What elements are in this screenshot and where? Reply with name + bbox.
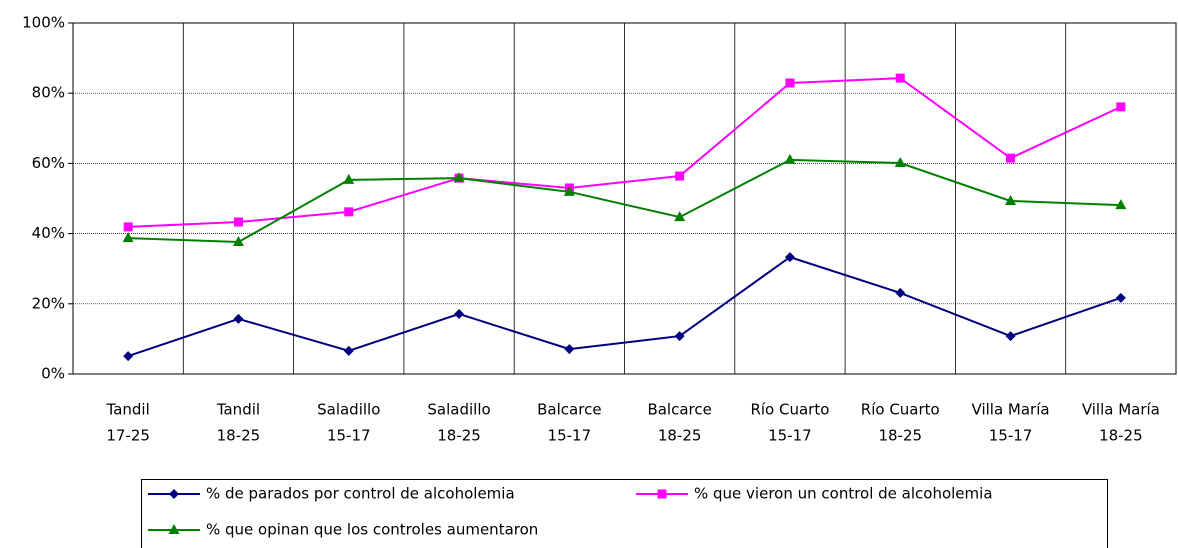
y-tick-label: 100% <box>22 14 65 32</box>
data-point <box>674 211 686 222</box>
data-point <box>785 78 795 88</box>
data-point <box>454 308 465 319</box>
legend-label: % que vieron un control de alcoholemia <box>694 485 993 503</box>
data-point <box>344 207 354 217</box>
x-tick-label: Río Cuarto <box>861 401 940 419</box>
x-tick-label: Villa María <box>972 401 1050 419</box>
x-tick-label: 15-17 <box>989 427 1033 445</box>
data-point <box>232 236 244 247</box>
data-point <box>123 222 133 232</box>
data-point <box>895 73 905 83</box>
data-point <box>1115 292 1126 303</box>
legend-label: % de parados por control de alcoholemia <box>206 485 515 503</box>
y-tick-label: 40% <box>32 224 65 242</box>
data-point <box>563 185 575 196</box>
y-tick-label: 0% <box>41 365 65 383</box>
data-point <box>1005 331 1016 342</box>
data-point <box>674 331 685 342</box>
x-tick-label: 15-17 <box>768 427 812 445</box>
x-tick-label: Tandil <box>216 401 260 419</box>
data-point <box>894 157 906 168</box>
x-tick-label: Tandil <box>106 401 150 419</box>
data-point <box>1005 194 1017 205</box>
data-point <box>1006 153 1016 163</box>
data-point <box>343 345 354 356</box>
x-tick-label: Saladillo <box>427 401 490 419</box>
x-tick-label: Saladillo <box>317 401 380 419</box>
x-tick-label: 18-25 <box>437 427 481 445</box>
data-point <box>1115 199 1127 210</box>
legend-marker <box>657 489 667 499</box>
legend-marker <box>169 489 179 499</box>
x-tick-label: Balcarce <box>647 401 711 419</box>
data-point <box>784 252 795 263</box>
data-point <box>122 232 134 243</box>
data-point <box>675 171 685 181</box>
y-tick-label: 20% <box>32 294 65 312</box>
x-tick-label: 15-17 <box>327 427 371 445</box>
data-point <box>784 153 796 164</box>
y-tick-label: 60% <box>32 154 65 172</box>
data-point <box>233 217 243 227</box>
legend-marker <box>168 524 180 534</box>
x-tick-label: Villa María <box>1082 401 1160 419</box>
y-tick-label: 80% <box>32 84 65 102</box>
data-point <box>123 351 134 362</box>
x-tick-label: 18-25 <box>878 427 922 445</box>
x-tick-label: 18-25 <box>1099 427 1143 445</box>
data-point <box>343 173 355 184</box>
series-line <box>127 256 1122 358</box>
x-tick-label: 18-25 <box>658 427 702 445</box>
series-line <box>128 77 1122 228</box>
x-tick-label: 15-17 <box>548 427 592 445</box>
x-tick-label: 18-25 <box>217 427 261 445</box>
x-tick-label: Balcarce <box>537 401 601 419</box>
legend-label: % que opinan que los controles aumentaro… <box>206 521 538 539</box>
data-point <box>564 344 575 355</box>
series-line <box>128 158 1121 244</box>
data-point <box>1116 102 1126 112</box>
x-tick-label: Río Cuarto <box>750 401 829 419</box>
data-point <box>233 313 244 324</box>
x-tick-label: 17-25 <box>106 427 150 445</box>
data-point <box>895 287 906 298</box>
legend-box <box>141 479 1108 548</box>
data-point <box>453 172 465 183</box>
